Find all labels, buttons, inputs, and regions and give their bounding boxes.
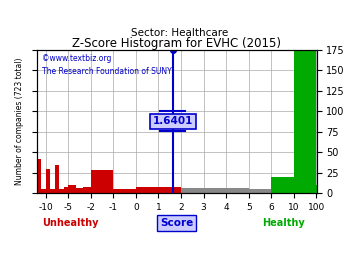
Text: Unhealthy: Unhealthy xyxy=(42,218,98,228)
Bar xyxy=(45,169,50,194)
Y-axis label: Number of companies (723 total): Number of companies (723 total) xyxy=(15,58,24,185)
Text: The Research Foundation of SUNY: The Research Foundation of SUNY xyxy=(42,67,172,76)
Bar xyxy=(271,177,294,194)
Bar xyxy=(203,188,226,194)
Bar xyxy=(76,188,83,194)
Bar xyxy=(91,170,113,194)
Bar xyxy=(294,50,316,194)
Bar xyxy=(55,165,59,194)
Bar xyxy=(113,189,136,194)
Bar xyxy=(68,185,76,194)
Bar xyxy=(181,188,203,194)
Bar xyxy=(226,188,249,194)
Bar xyxy=(64,187,68,194)
Bar xyxy=(249,189,271,194)
Bar xyxy=(59,189,64,194)
Bar xyxy=(50,189,55,194)
Bar xyxy=(158,187,181,194)
Text: Healthy: Healthy xyxy=(262,218,305,228)
Bar xyxy=(41,189,45,194)
Text: 1.6401: 1.6401 xyxy=(153,116,193,126)
Text: ©www.textbiz.org: ©www.textbiz.org xyxy=(42,54,112,63)
Bar xyxy=(36,159,41,194)
Text: Sector: Healthcare: Sector: Healthcare xyxy=(131,28,229,38)
Bar xyxy=(83,187,91,194)
Title: Z-Score Histogram for EVHC (2015): Z-Score Histogram for EVHC (2015) xyxy=(72,37,281,50)
Text: Score: Score xyxy=(160,218,193,228)
Bar xyxy=(136,187,158,194)
